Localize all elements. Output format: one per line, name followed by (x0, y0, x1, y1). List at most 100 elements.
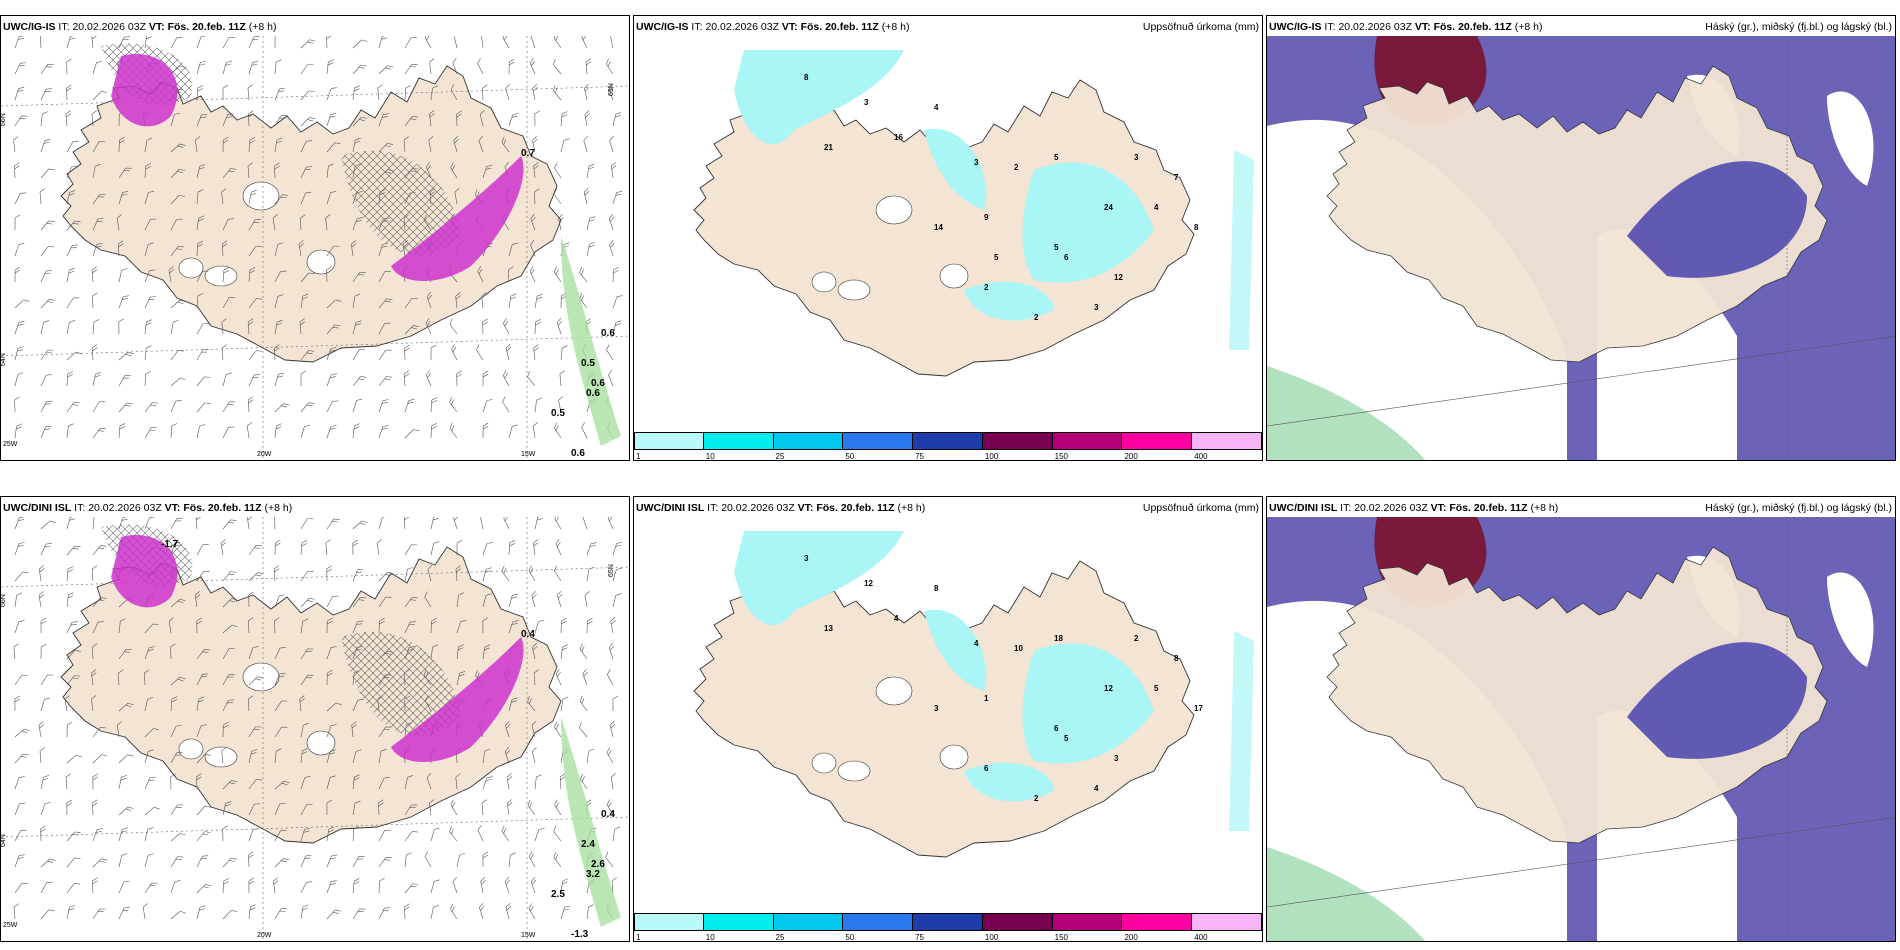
wind-barb (426, 772, 432, 790)
wind-barb (586, 566, 595, 582)
wind-barb (352, 774, 360, 790)
wind-barb (196, 215, 205, 231)
wind-barb (581, 422, 588, 439)
wind-barb (527, 799, 536, 816)
value-label: 3 (804, 554, 809, 563)
wind-barb (508, 697, 518, 712)
wind-barb (38, 565, 45, 582)
glacier-2 (306, 730, 336, 756)
wind-barb (222, 598, 238, 608)
wind-barb (606, 344, 614, 361)
wind-barb (144, 827, 154, 842)
model-name: UWC/IG-IS (3, 21, 56, 33)
wind-barb (222, 267, 230, 283)
wind-barb (300, 370, 307, 387)
latitude-label: 66N (1, 113, 7, 126)
wind-barb (40, 168, 55, 179)
wind-barb (608, 84, 614, 101)
colorbar-tick: 1 (636, 933, 641, 942)
wind-barb (378, 617, 385, 634)
wind-barb (168, 617, 174, 634)
wind-barb (222, 857, 237, 868)
wind-barb (300, 648, 314, 660)
wind-barb (222, 825, 228, 842)
glacier-2 (306, 249, 336, 275)
wind-barb (586, 163, 595, 179)
wind-barb (503, 318, 510, 335)
wind-barb (170, 804, 184, 816)
wind-barb (196, 402, 211, 413)
wind-barb (534, 828, 545, 842)
wind-barb (14, 620, 25, 634)
value-label: 18 (1054, 634, 1063, 643)
wind-barb (196, 60, 207, 75)
wind-barb (118, 702, 134, 712)
wind-barb (584, 84, 590, 101)
wind-barb (560, 345, 568, 361)
wind-barb (40, 320, 50, 335)
longitude-label: 15W (521, 932, 536, 939)
wind-barb (66, 58, 72, 75)
wind-barb (508, 242, 518, 257)
wind-barb (300, 272, 315, 283)
wind-barb (378, 399, 389, 413)
precip-area (1022, 162, 1154, 283)
wind-barb (116, 214, 122, 231)
wind-barb (477, 825, 484, 842)
wind-barb (505, 83, 510, 101)
field-title: Háský (gr.), miðský (fj.bl.) og lágský (… (1705, 21, 1892, 33)
wind-barb (40, 400, 53, 413)
wind-barb (480, 517, 485, 530)
wind-barb (531, 591, 537, 608)
wind-barb (170, 856, 184, 868)
field-title: Uppsöfnuð úrkoma (mm) (1142, 21, 1259, 33)
init-time: 20.02.2026 03Z (1354, 502, 1428, 514)
colorbar-swatch (982, 913, 1053, 931)
value-label: 0.7 (521, 148, 535, 159)
wind-barb (352, 597, 366, 608)
wind-barb (506, 773, 513, 790)
map-canvas: 66N 64N 65N 20W 15W 25W 0.4 0.4 2.4 2.63.2 2.5 -1.3… (1, 517, 629, 941)
wind-barb (92, 372, 101, 387)
wind-barb (39, 747, 45, 764)
wind-barb (248, 646, 259, 660)
colorbar-swatch (703, 913, 774, 931)
value-label: 12 (1104, 684, 1113, 693)
latitude-label: 64N (1, 834, 7, 847)
wind-barb (456, 539, 463, 556)
wind-barb (40, 138, 51, 153)
wind-barb (66, 721, 73, 738)
wind-barb (326, 669, 333, 686)
wind-barb (118, 907, 130, 920)
wind-barb (14, 882, 28, 894)
wind-barb (118, 754, 134, 764)
wind-barb (580, 773, 588, 790)
wind-barb (608, 642, 615, 660)
wind-barb (65, 773, 71, 790)
wind-barb (248, 267, 256, 283)
wind-barb (508, 424, 518, 439)
wind-barb (91, 36, 98, 49)
wind-barb (196, 323, 210, 335)
wind-barb (582, 669, 588, 686)
wind-barb (508, 293, 517, 309)
wind-barb (300, 117, 316, 127)
wind-barb (326, 702, 342, 712)
wind-barb (404, 297, 418, 309)
wind-barb (612, 826, 621, 842)
wind-barb (14, 242, 25, 257)
wind-barb (352, 217, 363, 231)
wind-barb (378, 143, 394, 153)
colorbar-tick: 200 (1124, 933, 1138, 942)
wind-barb (586, 542, 597, 556)
value-label: 7 (1174, 173, 1179, 182)
wind-barb (482, 399, 493, 413)
wind-barb (480, 877, 486, 894)
wind-barb (430, 827, 440, 842)
wind-barb (378, 322, 391, 335)
init-time: 20.02.2026 03Z (1338, 21, 1412, 33)
wind-barb (66, 649, 81, 660)
wind-barb (430, 617, 437, 634)
value-label: 14 (934, 223, 943, 232)
wind-barb (326, 324, 341, 335)
